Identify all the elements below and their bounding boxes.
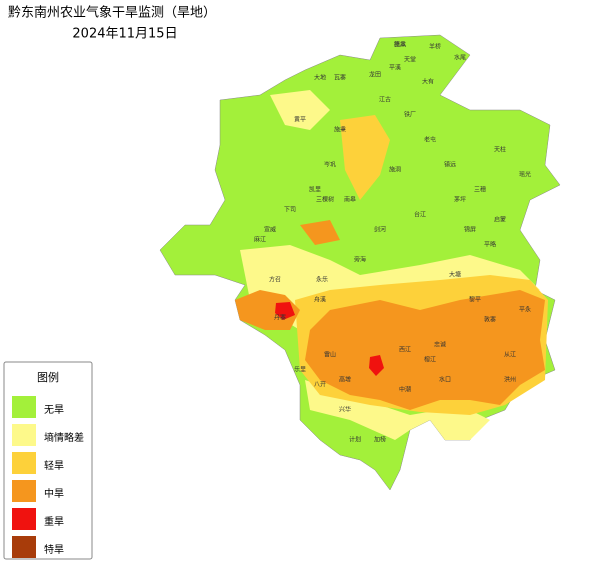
place-label: 铁厂 (404, 111, 416, 119)
place-label: 从江 (504, 352, 516, 359)
place-label: 凯本 (394, 41, 406, 49)
legend-swatch (12, 396, 36, 418)
place-label: 茅坪 (454, 196, 466, 204)
zone-moderate (305, 290, 545, 410)
legend-label: 特旱 (44, 544, 64, 556)
place-label: 台江 (414, 211, 426, 219)
place-label: 乐里 (294, 367, 306, 374)
place-label: 南皋 (344, 196, 356, 204)
legend-title: 图例 (37, 370, 59, 384)
place-label: 天堂 (404, 56, 416, 64)
legend-swatch (12, 424, 36, 446)
place-label: 黄平 (294, 116, 306, 124)
place-label: 德凤 (394, 41, 406, 49)
place-label: 洪州 (504, 376, 516, 384)
place-label: 旁海 (354, 256, 366, 264)
legend-label: 墒情略差 (44, 431, 84, 444)
place-label: 施洞 (389, 166, 401, 174)
legend-swatch (12, 508, 36, 530)
place-label: 瑶光 (519, 171, 531, 179)
place-label: 大塘 (449, 271, 461, 279)
place-label: 凯里 (309, 186, 321, 194)
place-label: 施秉 (334, 126, 346, 134)
place-label: 雷山 (324, 351, 336, 359)
place-label: 加榜 (374, 436, 386, 444)
place-label: 剑河 (374, 226, 386, 234)
place-label: 江古 (379, 96, 391, 104)
zone-severe (369, 355, 384, 376)
zone-slight (270, 90, 330, 130)
place-label: 丹寨 (274, 314, 286, 322)
place-label: 锦屏 (464, 226, 476, 234)
place-label: 镇远 (444, 161, 456, 169)
place-label: 大地 (314, 74, 326, 82)
place-label: 平溪 (389, 64, 401, 72)
place-label: 中潮 (399, 386, 411, 394)
place-label: 麻江 (254, 236, 266, 244)
place-label: 计划 (349, 436, 361, 444)
place-label: 瓦寨 (334, 74, 346, 82)
place-label: 兴华 (339, 406, 351, 414)
place-label: 敦寨 (484, 316, 496, 324)
zone-slight (305, 380, 490, 440)
place-label: 天柱 (494, 146, 506, 154)
place-label: 榕江 (424, 356, 436, 364)
place-label: 岑巩 (324, 161, 336, 169)
title: 黔东南州农业气象干旱监测（旱地） (8, 5, 216, 21)
legend-label: 中旱 (44, 487, 64, 500)
place-label: 方召 (269, 276, 281, 284)
place-label: 羊桥 (429, 43, 441, 51)
place-label: 平永 (519, 306, 531, 314)
zone-moderate (300, 220, 340, 245)
zone-moderate (235, 290, 300, 330)
place-label: 高增 (339, 376, 351, 384)
date: 2024年11月15日 (72, 27, 177, 42)
map (159, 34, 561, 491)
place-label: 下司 (284, 207, 296, 214)
legend-swatch (12, 480, 36, 502)
place-label: 水口 (439, 376, 451, 384)
zone-light (340, 115, 390, 200)
place-label: 舟溪 (314, 296, 326, 304)
place-label: 永乐 (316, 276, 328, 284)
legend-label: 无旱 (44, 404, 64, 416)
place-label: 宣威 (264, 226, 276, 234)
place-label: 水尾 (454, 54, 466, 62)
place-label: 大有 (422, 78, 434, 86)
place-label: 三穗 (474, 186, 486, 194)
legend-swatch (12, 536, 36, 558)
place-label: 黎平 (469, 296, 481, 304)
legend-label: 轻旱 (44, 459, 64, 472)
zone-severe (275, 302, 295, 320)
place-label: 平略 (484, 241, 496, 249)
legend-label: 重旱 (44, 515, 64, 528)
place-label: 启蒙 (494, 216, 506, 224)
place-label: 忠诚 (434, 341, 446, 349)
place-label: 八开 (314, 382, 326, 389)
place-label: 三棵树 (316, 196, 334, 204)
place-label: 老屯 (424, 136, 436, 144)
place-label: 龙田 (369, 71, 381, 79)
legend-swatch (12, 452, 36, 474)
place-label: 西江 (399, 347, 411, 354)
